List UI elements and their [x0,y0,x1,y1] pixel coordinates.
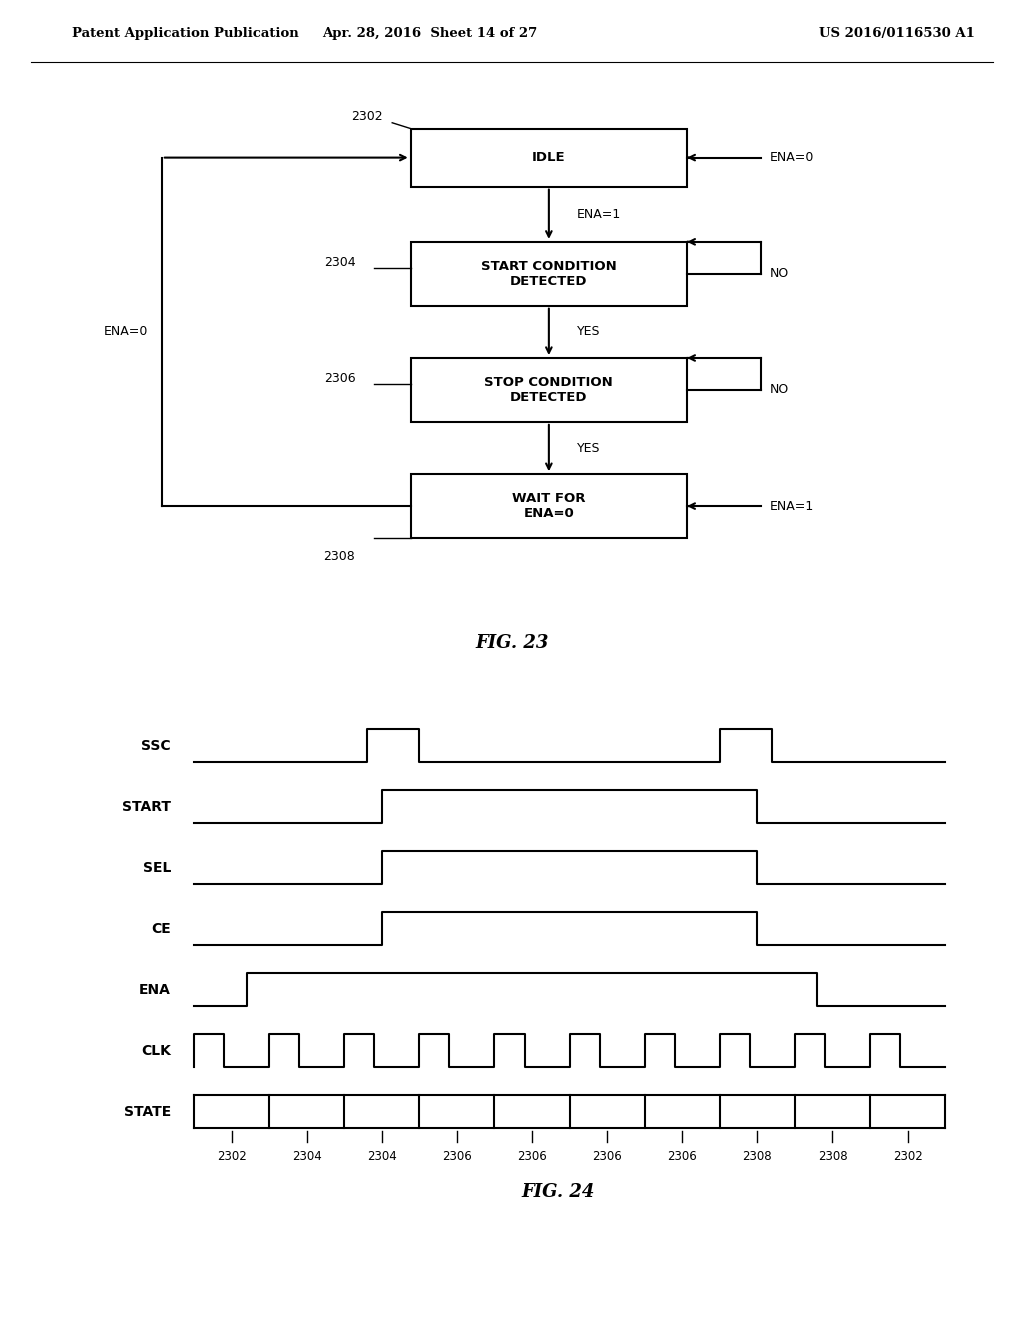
Text: 2306: 2306 [442,1150,472,1163]
Bar [411,128,687,186]
Text: 2304: 2304 [324,256,355,269]
Text: IDLE: IDLE [532,150,565,164]
Text: YES: YES [577,325,600,338]
Text: 2306: 2306 [668,1150,697,1163]
Text: 2306: 2306 [324,372,355,385]
Text: ENA=0: ENA=0 [103,325,148,338]
Text: 2308: 2308 [324,549,355,562]
Text: 2306: 2306 [517,1150,547,1163]
Text: 2302: 2302 [351,110,383,123]
Text: 2304: 2304 [367,1150,396,1163]
Text: CLK: CLK [141,1044,171,1057]
Text: 2302: 2302 [217,1150,247,1163]
Text: FIG. 23: FIG. 23 [475,634,549,652]
Text: FIG. 24: FIG. 24 [521,1183,595,1201]
Text: US 2016/0116530 A1: US 2016/0116530 A1 [819,26,975,40]
Text: Apr. 28, 2016  Sheet 14 of 27: Apr. 28, 2016 Sheet 14 of 27 [323,26,538,40]
Text: NO: NO [770,383,790,396]
Text: NO: NO [770,267,790,280]
Text: ENA=1: ENA=1 [577,207,621,220]
Text: SSC: SSC [141,739,171,752]
Text: WAIT FOR
ENA=0: WAIT FOR ENA=0 [512,492,586,520]
Text: ENA=1: ENA=1 [770,499,814,512]
Text: Patent Application Publication: Patent Application Publication [72,26,298,40]
Text: 2308: 2308 [818,1150,847,1163]
Text: 2306: 2306 [592,1150,622,1163]
Text: YES: YES [577,441,600,454]
Text: START CONDITION
DETECTED: START CONDITION DETECTED [481,260,616,288]
Text: SEL: SEL [142,861,171,875]
Text: 2308: 2308 [742,1150,772,1163]
Bar [411,358,687,422]
Text: STOP CONDITION
DETECTED: STOP CONDITION DETECTED [484,376,613,404]
Text: STATE: STATE [124,1105,171,1118]
Text: ENA: ENA [139,982,171,997]
Text: CE: CE [152,921,171,936]
Bar [411,242,687,306]
Text: 2304: 2304 [292,1150,322,1163]
Text: START: START [122,800,171,813]
Bar [411,474,687,539]
Text: 2302: 2302 [893,1150,923,1163]
Text: ENA=0: ENA=0 [770,150,814,164]
